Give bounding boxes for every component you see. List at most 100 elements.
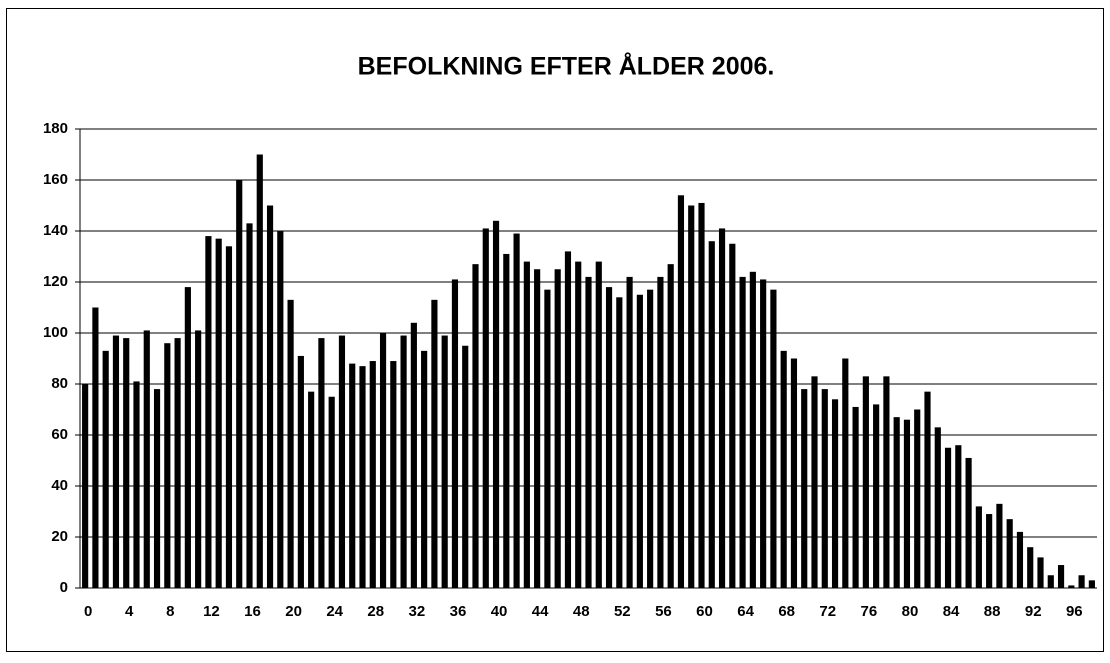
- bar: [883, 376, 890, 588]
- y-tick-label: 0: [60, 579, 68, 596]
- bar: [667, 264, 674, 588]
- bar: [215, 238, 222, 588]
- bar: [328, 396, 335, 588]
- bar: [1068, 585, 1075, 588]
- bar: [184, 287, 191, 588]
- bar: [729, 243, 736, 588]
- bar: [790, 358, 798, 588]
- y-tick-label: 160: [43, 171, 68, 188]
- x-tick-label: 28: [367, 603, 384, 620]
- bar: [256, 154, 263, 588]
- x-tick-label: 56: [655, 603, 672, 620]
- bar: [770, 289, 777, 588]
- bar: [760, 279, 767, 588]
- bar: [112, 335, 120, 588]
- y-tick-label: 180: [43, 120, 68, 137]
- y-tick-label: 80: [51, 375, 68, 392]
- bar: [605, 287, 613, 588]
- x-tick-label: 76: [861, 603, 878, 620]
- bar: [688, 205, 695, 588]
- bar: [390, 361, 397, 588]
- bar: [934, 427, 941, 588]
- bar: [102, 350, 109, 588]
- bar: [236, 180, 243, 588]
- bar: [379, 333, 387, 588]
- bar: [698, 202, 705, 588]
- bar: [1027, 547, 1034, 588]
- bar: [482, 228, 489, 588]
- x-tick-label: 96: [1066, 603, 1083, 620]
- x-tick-label: 88: [984, 603, 1001, 620]
- bar: [92, 307, 99, 588]
- bar: [338, 335, 346, 588]
- bar: [1037, 557, 1044, 588]
- x-tick-label: 44: [532, 603, 549, 620]
- bar: [1016, 531, 1024, 588]
- bar: [421, 350, 428, 588]
- y-tick-label: 140: [43, 222, 68, 239]
- bar: [400, 335, 407, 588]
- bar: [831, 399, 839, 588]
- bar: [143, 330, 150, 588]
- bar: [780, 350, 787, 588]
- bar: [369, 361, 376, 588]
- bar: [647, 289, 654, 588]
- x-tick-label: 40: [491, 603, 508, 620]
- x-tick-label: 92: [1025, 603, 1042, 620]
- x-tick-label: 36: [450, 603, 467, 620]
- bar: [225, 246, 233, 589]
- bar: [862, 376, 869, 588]
- bar: [123, 338, 130, 588]
- bar: [164, 343, 171, 588]
- bar: [1088, 580, 1095, 588]
- x-tick-label: 24: [326, 603, 343, 620]
- bar: [965, 457, 972, 588]
- x-tick-label: 20: [285, 603, 302, 620]
- bar: [718, 228, 726, 588]
- bar: [914, 409, 921, 588]
- bar: [246, 223, 253, 588]
- bar: [944, 447, 952, 588]
- bar: [749, 271, 756, 588]
- bar: [975, 506, 982, 588]
- bar: [441, 335, 448, 588]
- bar: [451, 279, 459, 588]
- bar: [297, 355, 304, 588]
- bar: [986, 514, 993, 588]
- bar: [513, 233, 520, 589]
- bar: [431, 299, 438, 588]
- x-tick-label: 32: [409, 603, 426, 620]
- bar: [657, 276, 664, 588]
- x-tick-label: 52: [614, 603, 631, 620]
- x-tick-label: 64: [737, 603, 754, 620]
- bar: [1006, 519, 1013, 588]
- bar: [955, 445, 962, 588]
- y-tick-label: 60: [51, 426, 68, 443]
- x-tick-label: 8: [166, 603, 174, 620]
- bar: [462, 345, 469, 588]
- bar: [153, 389, 161, 588]
- bar: [359, 366, 366, 588]
- bar: [616, 297, 623, 588]
- bar: [873, 404, 880, 588]
- bar: [133, 381, 140, 588]
- bar: [318, 338, 325, 588]
- bar: [534, 269, 541, 588]
- bar: [410, 322, 417, 588]
- bar: [903, 419, 911, 588]
- x-tick-label: 72: [819, 603, 836, 620]
- bar: [708, 241, 715, 588]
- bar: [585, 276, 592, 588]
- x-tick-label: 16: [244, 603, 261, 620]
- x-tick-label: 84: [943, 603, 960, 620]
- bar: [308, 391, 315, 588]
- bar: [554, 269, 561, 588]
- bar: [595, 261, 602, 588]
- bar: [503, 253, 510, 588]
- bar: [996, 503, 1003, 588]
- bar: [287, 299, 294, 588]
- bar: [893, 417, 900, 588]
- bar: [821, 389, 828, 588]
- bar: [1057, 565, 1065, 588]
